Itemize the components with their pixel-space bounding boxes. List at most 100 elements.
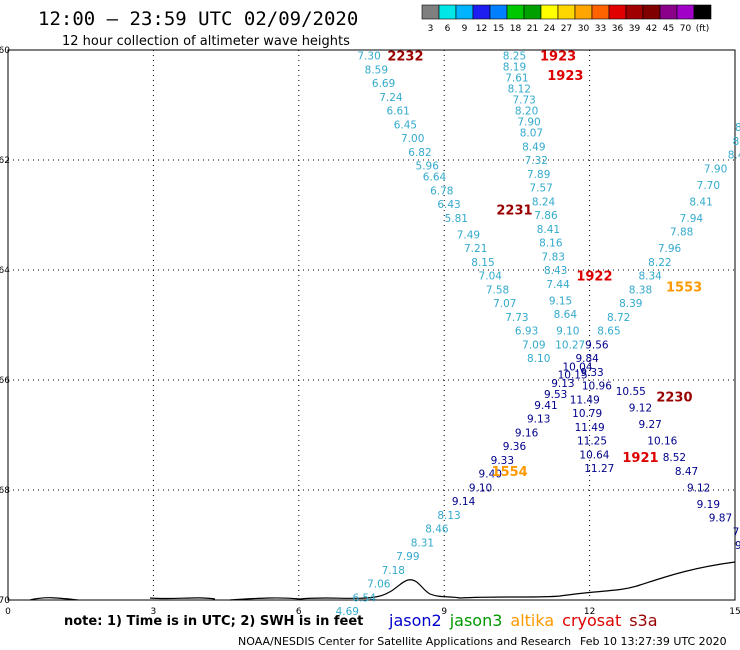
- wave-height-point: 8.10: [527, 353, 550, 365]
- colorbar-swatch: [540, 4, 559, 20]
- wave-height-point: 8.41: [537, 224, 560, 236]
- colorbar-swatch: [608, 4, 627, 20]
- colorbar-label: 15: [493, 24, 504, 34]
- pass-time-label: 1553: [666, 281, 702, 296]
- colorbar-swatch: [472, 4, 491, 20]
- y-tick-label: -62: [0, 156, 10, 166]
- wave-height-point: 7.88: [670, 227, 693, 239]
- wave-height-point: 9.10: [556, 326, 579, 338]
- series-1553: 8 8.1 8.447.90 7.70 8.41 7.94 7.88 7.96 8.22 8.34…: [597, 122, 740, 338]
- wave-height-point: 7.30: [357, 51, 380, 63]
- colorbar-label: 70: [680, 24, 692, 34]
- wave-height-point: 7.73: [505, 312, 528, 324]
- wave-height-point: 5.96: [416, 161, 440, 173]
- colorbar-swatch: [421, 4, 440, 20]
- colorbar-label: 6: [445, 24, 451, 34]
- wave-height-point: 8.24: [532, 196, 556, 208]
- colorbar-label: 36: [612, 24, 624, 34]
- colorbar-label: 12: [476, 24, 487, 34]
- wave-height-point: 8.43: [544, 265, 567, 277]
- footer-credit: NOAA/NESDIS Center for Satellite Applica…: [238, 635, 571, 648]
- wave-height-point: 9.12: [687, 482, 710, 494]
- colorbar-swatch: [523, 4, 542, 20]
- wave-height-point: 6.43: [437, 199, 460, 211]
- colorbar-swatch: [659, 4, 678, 20]
- wave-height-point: 10.96: [582, 381, 612, 393]
- wave-height-point: 7.21: [464, 243, 487, 255]
- coastline: [29, 561, 736, 601]
- colorbar-label: 21: [527, 24, 538, 34]
- wave-height-point: 11.27: [584, 463, 614, 475]
- footer-note: note: 1) Time is in UTC; 2) SWH is in fe…: [64, 614, 363, 629]
- colorbar-swatch: [642, 4, 661, 20]
- wave-height-point: 7.44: [546, 279, 570, 291]
- wave-height-point: 8.44: [728, 150, 740, 162]
- colorbar-swatch: [438, 4, 457, 20]
- satellite-legend-jason3: jason3: [449, 611, 503, 630]
- wave-height-point: 7.73: [512, 95, 535, 107]
- wave-height-point: 10.16: [647, 436, 677, 448]
- satellite-legend-s3a: s3a: [629, 611, 657, 630]
- wave-height-point: 10.04: [562, 361, 592, 373]
- wave-height-point: 11.49: [575, 422, 605, 434]
- colorbar-label: 45: [663, 24, 674, 34]
- x-tick-label: 12: [584, 607, 595, 617]
- wave-height-point: 8.20: [515, 106, 538, 118]
- wave-height-point: 7.96: [658, 243, 682, 255]
- series-1554: 8.13 8.468.31 7.99 7.18 7.066.54 4.69: [336, 510, 461, 618]
- wave-height-point: 7.09: [522, 339, 545, 351]
- pass-time-label: 1923: [547, 69, 583, 84]
- wave-height-point: 8.46: [425, 524, 449, 536]
- colorbar-label: (ft): [696, 24, 710, 34]
- color-scale-legend: 3 6 9 12 15 18 21 24 27 30 33 36 39 42 45 70 (ft): [421, 4, 712, 34]
- colorbar-label: 27: [561, 24, 572, 34]
- wave-height-point: 7.04: [479, 271, 503, 283]
- wave-height-point: 8.47: [675, 466, 698, 478]
- series-2232: 7.308.59 6.69 7.24 6.616.45 7.00 6.82 5.966.64…: [357, 51, 550, 366]
- colorbar-swatch: [557, 4, 576, 20]
- wave-height-point: 9.19: [697, 499, 720, 511]
- wave-height-point: 8.22: [648, 257, 671, 269]
- x-tick-label: 3: [151, 607, 157, 617]
- wave-height-point: 8.19: [503, 62, 526, 74]
- wave-height-point: 6.69: [372, 78, 395, 90]
- wave-height-point: 5.81: [445, 213, 468, 225]
- wave-height-point: 9.13: [551, 378, 574, 390]
- wave-height-point: 7.99: [396, 551, 419, 563]
- wave-height-point: 7.61: [505, 73, 528, 85]
- colorbar-swatch: [489, 4, 508, 20]
- wave-height-point: 9.87: [709, 513, 732, 525]
- wave-height-point: 8.65: [597, 326, 620, 338]
- pass-time-label: 1922: [576, 270, 612, 285]
- wave-height-point: 8.15: [471, 257, 494, 269]
- chart-subtitle: 12 hour collection of altimeter wave hei…: [62, 34, 350, 49]
- chart-title: 12:00 – 23:59 UTC 02/09/2020: [38, 8, 358, 30]
- wave-height-point: 10.79: [572, 408, 602, 420]
- wave-height-point: 6.82: [408, 147, 431, 159]
- pass-time-label: 2232: [387, 50, 423, 65]
- satellite-legend-jason2: jason2: [388, 611, 442, 630]
- wave-height-point: 7.18: [382, 565, 405, 577]
- series-2230: 9.569.8410.0410.159.139.539.419.139.169.…: [452, 339, 609, 508]
- colorbar-label: 39: [629, 24, 641, 34]
- colorbar-swatch: [676, 4, 695, 20]
- wave-height-point: 10.27: [555, 339, 585, 351]
- colorbar-label: 30: [578, 24, 590, 34]
- wave-height-point: 9.56: [585, 339, 609, 351]
- wave-height-point: 9.27: [638, 419, 661, 431]
- wave-height-point: 7.94: [680, 213, 704, 225]
- satellite-legend-cryosat: cryosat: [562, 611, 621, 630]
- wave-height-point: 7.70: [697, 180, 720, 192]
- wave-height-point: 9.15: [549, 295, 572, 307]
- wave-height-point: 8.31: [411, 537, 434, 549]
- grid-lines: [8, 50, 735, 600]
- wave-height-point: 8.07: [520, 128, 543, 140]
- wave-height-point: 9.10: [469, 482, 492, 494]
- wave-height-point: 7.06: [367, 579, 391, 591]
- wave-height-point: 8.13: [437, 510, 460, 522]
- wave-height-point: 6.54: [353, 592, 377, 604]
- wave-height-point: 8.72: [607, 312, 630, 324]
- colorbar-label: 24: [544, 24, 556, 34]
- footer-generated: Feb 10 13:27:39 UTC 2020: [580, 635, 727, 648]
